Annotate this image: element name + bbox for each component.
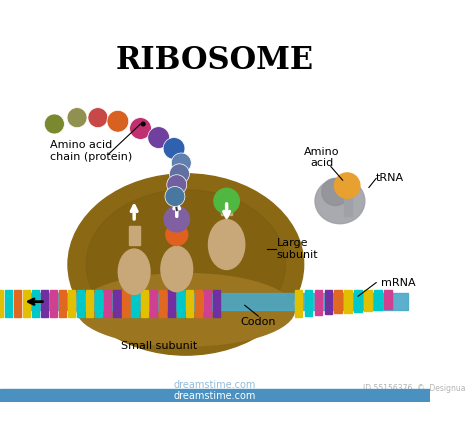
Bar xyxy=(168,290,175,317)
Circle shape xyxy=(167,175,187,195)
Bar xyxy=(122,290,129,317)
Circle shape xyxy=(164,206,190,232)
Bar xyxy=(68,290,75,317)
Bar xyxy=(325,290,332,314)
Bar xyxy=(150,290,157,317)
Ellipse shape xyxy=(86,190,285,339)
Bar xyxy=(0,290,3,317)
Bar xyxy=(0,389,429,402)
Bar xyxy=(305,290,312,316)
Bar xyxy=(14,290,21,317)
Text: Small subunit: Small subunit xyxy=(120,341,197,351)
Text: RIBOSOME: RIBOSOME xyxy=(116,45,314,76)
Bar xyxy=(113,290,120,317)
Bar xyxy=(95,290,102,317)
Bar xyxy=(171,224,182,242)
Bar xyxy=(186,290,193,317)
Circle shape xyxy=(170,164,190,184)
Ellipse shape xyxy=(209,219,245,270)
Bar xyxy=(23,290,30,317)
Ellipse shape xyxy=(315,179,365,224)
Circle shape xyxy=(141,122,145,126)
Bar xyxy=(131,290,139,317)
Ellipse shape xyxy=(68,174,304,355)
Bar xyxy=(315,290,322,315)
Text: ID 55156376  ©  Designua: ID 55156376 © Designua xyxy=(363,384,465,393)
Text: tRNA: tRNA xyxy=(376,173,404,184)
Bar xyxy=(41,290,48,317)
Bar xyxy=(221,195,232,215)
Bar xyxy=(177,290,184,317)
Text: Amino acid
chain (protein): Amino acid chain (protein) xyxy=(50,141,132,162)
Bar xyxy=(384,290,392,309)
Bar xyxy=(86,290,93,317)
Bar xyxy=(213,290,220,317)
Text: dreamstime.com: dreamstime.com xyxy=(173,379,256,390)
Bar xyxy=(374,290,382,310)
Bar xyxy=(345,290,352,313)
Ellipse shape xyxy=(118,249,150,295)
Circle shape xyxy=(165,187,185,206)
Ellipse shape xyxy=(77,273,295,346)
Bar xyxy=(195,290,202,317)
Bar xyxy=(204,290,211,317)
Bar xyxy=(104,290,111,317)
Circle shape xyxy=(163,138,185,160)
Text: mRNA: mRNA xyxy=(381,278,415,288)
Text: Large
subunit: Large subunit xyxy=(276,238,318,260)
Circle shape xyxy=(45,114,64,134)
Bar xyxy=(27,293,408,310)
Circle shape xyxy=(214,188,239,214)
Bar xyxy=(59,290,66,317)
Circle shape xyxy=(148,127,170,149)
Bar xyxy=(77,290,84,317)
Circle shape xyxy=(129,118,151,139)
Bar xyxy=(345,198,352,216)
Circle shape xyxy=(88,108,108,127)
Bar xyxy=(140,290,148,317)
Text: dreamstime.com: dreamstime.com xyxy=(173,391,256,401)
Bar xyxy=(129,227,140,244)
Bar xyxy=(355,290,362,311)
Bar xyxy=(50,290,57,317)
Ellipse shape xyxy=(322,179,349,206)
Circle shape xyxy=(166,224,188,246)
Text: Codon: Codon xyxy=(241,316,276,327)
Circle shape xyxy=(335,173,360,198)
Bar xyxy=(295,290,302,317)
Bar xyxy=(159,290,166,317)
Bar xyxy=(5,290,12,317)
Bar xyxy=(335,290,342,314)
Bar xyxy=(365,290,372,311)
Circle shape xyxy=(67,108,87,127)
Circle shape xyxy=(171,153,191,173)
Circle shape xyxy=(107,111,129,132)
Text: Amino
acid: Amino acid xyxy=(304,147,339,168)
Ellipse shape xyxy=(161,246,192,292)
Bar xyxy=(32,290,39,317)
